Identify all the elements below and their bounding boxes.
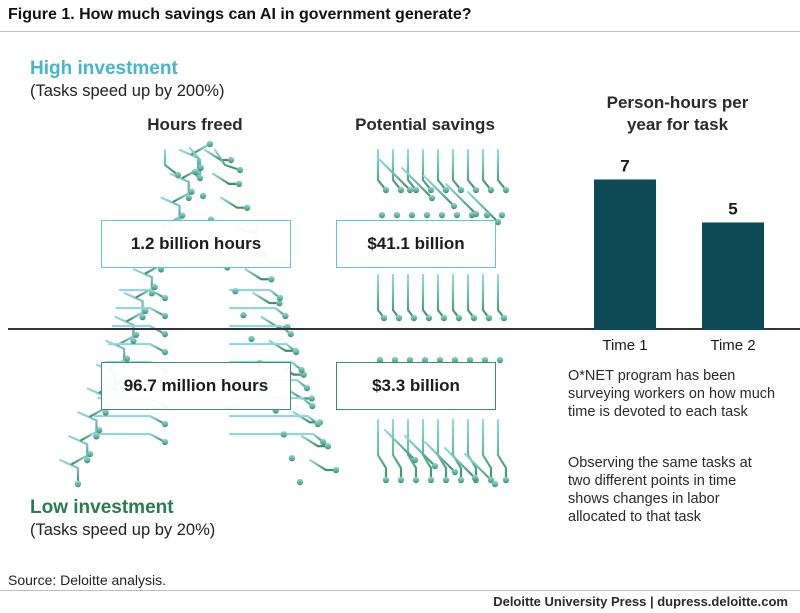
category-tick-label: Time 1 [602, 337, 647, 354]
chart-title: Person-hours per year for task [585, 92, 770, 136]
onet-note: O*NET program has been surveying workers… [568, 368, 776, 420]
high-savings-box: $41.1 billion [336, 220, 496, 268]
person-hours-bar-chart: 7 Time 1 5 Time 2 [594, 156, 764, 354]
potential-savings-header: Potential savings [355, 115, 495, 134]
low-savings-box: $3.3 billion [336, 362, 496, 410]
high-low-divider [8, 328, 800, 330]
title-divider [0, 31, 800, 32]
category-tick-label: Time 2 [710, 337, 755, 354]
low-investment-label: Low investment [30, 497, 174, 518]
figure-title: Figure 1. How much savings can AI in gov… [8, 6, 472, 23]
high-investment-label: High investment [30, 58, 178, 79]
low-hours-box: 96.7 million hours [101, 362, 291, 410]
observation-note: Observing the same tasks at two differen… [568, 455, 752, 525]
publisher-footer: Deloitte University Press | dupress.delo… [493, 594, 788, 609]
chart-title-line-2: year for task [626, 115, 729, 134]
source-note: Source: Deloitte analysis. [8, 572, 166, 588]
low-investment-sub: (Tasks speed up by 20%) [30, 521, 216, 539]
bar-time-1 [594, 179, 656, 330]
chart-title-line-1: Person-hours per [606, 93, 749, 112]
high-investment-sub: (Tasks speed up by 200%) [30, 82, 225, 100]
bar-time-2 [702, 222, 764, 330]
high-hours-box: 1.2 billion hours [101, 220, 291, 268]
footer-divider [0, 590, 800, 591]
bar-value-label: 5 [728, 199, 737, 218]
hours-freed-header: Hours freed [147, 115, 243, 134]
bar-value-label: 7 [620, 156, 629, 175]
